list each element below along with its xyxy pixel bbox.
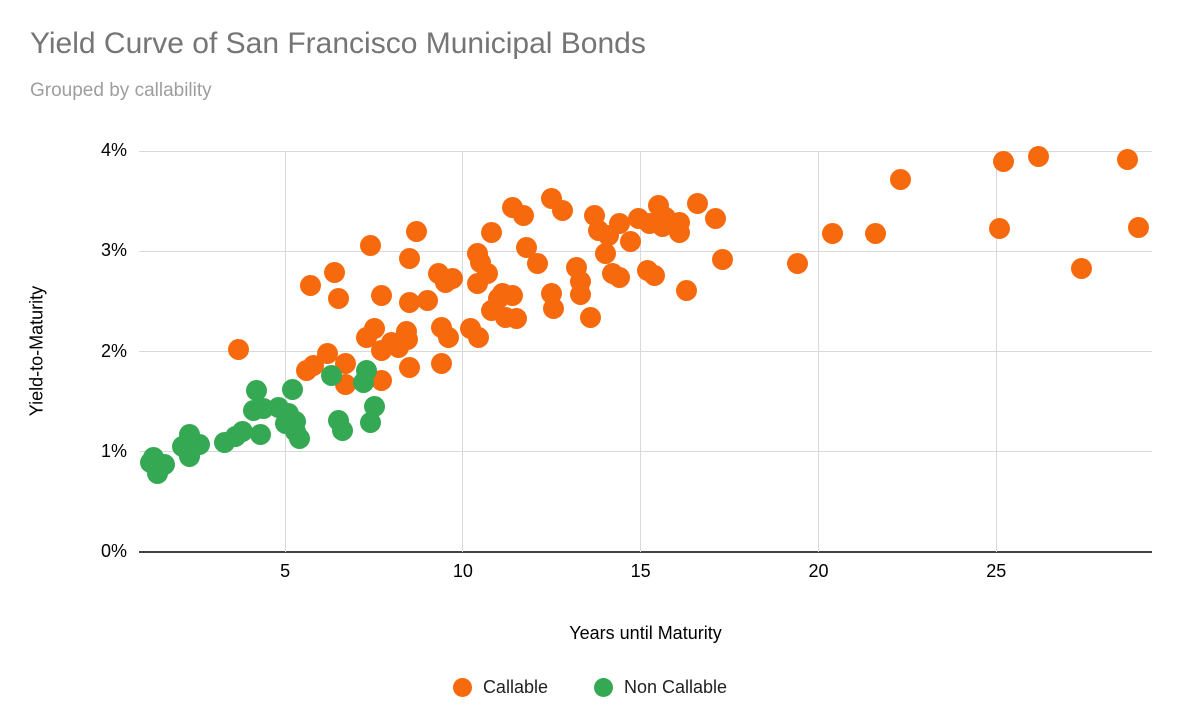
data-point-callable <box>619 230 641 252</box>
data-point-callable <box>889 168 911 190</box>
data-point-callable <box>822 222 844 244</box>
gridline-vertical <box>284 151 286 552</box>
gridline-vertical <box>995 151 997 552</box>
data-point-non-callable <box>285 411 307 433</box>
legend-item-callable: Callable <box>452 676 548 698</box>
data-point-callable <box>543 297 565 319</box>
data-point-callable <box>505 307 527 329</box>
data-point-callable <box>399 357 421 379</box>
y-tick-label: 4% <box>100 140 127 160</box>
data-point-callable <box>228 338 250 360</box>
data-point-non-callable <box>246 380 268 402</box>
x-tick-label: 5 <box>280 561 291 581</box>
data-point-callable <box>441 267 463 289</box>
data-point-callable <box>786 252 808 274</box>
data-point-non-callable <box>363 396 385 418</box>
data-point-callable <box>580 306 602 328</box>
data-point-non-callable <box>320 365 342 387</box>
y-tick-label: 3% <box>100 240 127 261</box>
gridline-vertical <box>462 151 464 552</box>
chart-legend: Callable Non Callable <box>0 672 1180 702</box>
gridline-horizontal <box>139 150 1152 152</box>
data-point-non-callable <box>281 379 303 401</box>
chart-title: Yield Curve of San Francisco Municipal B… <box>30 27 646 60</box>
x-tick-label: 20 <box>808 561 829 581</box>
data-point-callable <box>317 343 339 364</box>
x-axis-title: Years until Maturity <box>569 623 722 643</box>
data-point-callable <box>644 264 666 286</box>
data-point-callable <box>359 234 381 256</box>
data-point-callable <box>527 252 549 274</box>
x-tick-label: 25 <box>986 561 1007 581</box>
data-point-callable <box>480 221 502 243</box>
data-point-callable <box>608 266 630 288</box>
data-point-callable <box>335 353 357 375</box>
y-tick-label: 2% <box>100 340 127 361</box>
data-point-callable <box>370 370 392 392</box>
gridline-horizontal <box>139 351 1152 352</box>
data-point-callable <box>1028 145 1050 167</box>
data-point-callable <box>299 274 321 296</box>
data-point-callable <box>363 317 385 339</box>
data-point-callable <box>676 279 698 301</box>
data-point-callable <box>397 328 419 350</box>
data-point-callable <box>711 248 733 270</box>
data-point-callable <box>502 284 524 306</box>
data-point-non-callable <box>356 360 378 382</box>
data-point-callable <box>438 326 460 348</box>
non-callable-swatch-icon <box>593 677 613 697</box>
data-point-callable <box>1117 148 1139 170</box>
data-point-callable <box>1071 257 1093 279</box>
data-point-callable <box>569 270 591 292</box>
gridline-horizontal <box>139 250 1152 252</box>
data-point-callable <box>989 217 1011 239</box>
y-tick-label: 0% <box>100 541 127 561</box>
data-point-callable <box>406 220 428 242</box>
data-point-callable <box>687 192 709 214</box>
data-point-callable <box>431 353 453 375</box>
data-point-non-callable <box>231 421 253 443</box>
data-point-callable <box>370 284 392 306</box>
data-point-callable <box>327 287 349 309</box>
data-point-non-callable <box>249 424 271 446</box>
data-point-callable <box>1127 216 1149 238</box>
data-point-callable <box>992 150 1014 172</box>
plot-area <box>139 145 1152 553</box>
data-point-callable <box>704 207 726 229</box>
legend-item-non-callable: Non Callable <box>593 676 728 698</box>
data-point-callable <box>477 262 499 284</box>
legend-label-callable: Callable <box>482 676 548 697</box>
data-point-non-callable <box>331 420 353 442</box>
gridline-horizontal <box>139 451 1152 453</box>
data-point-callable <box>551 199 573 221</box>
data-point-callable <box>399 247 421 269</box>
data-point-callable <box>669 211 691 233</box>
data-point-callable <box>516 236 538 258</box>
data-point-callable <box>468 326 490 348</box>
data-point-callable <box>608 212 630 234</box>
data-point-non-callable <box>359 412 381 434</box>
data-point-callable <box>512 204 534 226</box>
gridline-vertical <box>640 151 642 552</box>
x-tick-label: 10 <box>452 561 473 581</box>
data-point-non-callable <box>288 428 310 450</box>
x-tick-label: 15 <box>630 561 651 581</box>
callable-swatch-icon <box>452 677 472 697</box>
x-axis-baseline <box>139 551 1152 553</box>
data-point-callable <box>399 291 421 313</box>
data-point-callable <box>324 261 346 283</box>
data-point-non-callable <box>153 454 175 476</box>
gridline-vertical <box>817 151 819 552</box>
legend-label-non-callable: Non Callable <box>623 676 728 697</box>
y-axis-tick-labels: 0% 1% 2% 3% 4% <box>0 140 127 561</box>
chart-subtitle: Grouped by callability <box>30 80 212 101</box>
data-point-callable <box>594 242 616 264</box>
data-point-callable <box>416 289 438 311</box>
data-point-callable <box>864 222 886 244</box>
x-axis-tick-labels: 5 10 15 20 25 <box>139 561 1152 585</box>
data-point-non-callable <box>189 434 211 456</box>
y-tick-label: 1% <box>100 440 127 461</box>
